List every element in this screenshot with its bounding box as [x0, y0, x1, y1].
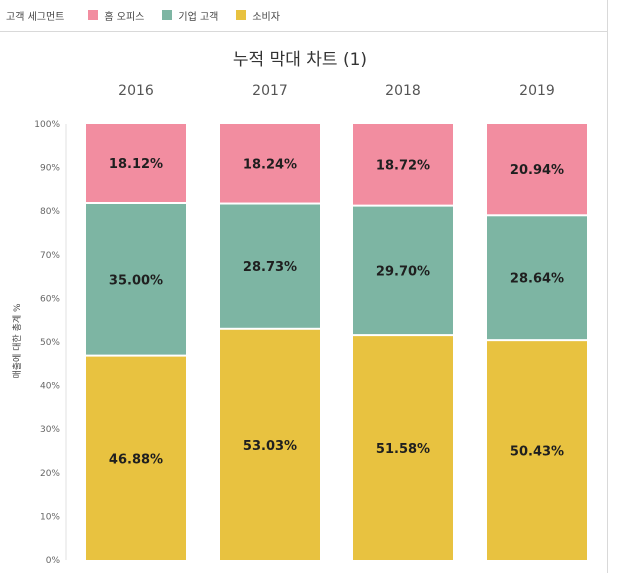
- legend-swatch-corporate: [162, 10, 173, 20]
- bar-segment-2019-consumer[interactable]: [487, 341, 587, 560]
- legend-label-home-office: 홈 오피스: [104, 11, 145, 23]
- value-label-2017-consumer: 53.03%: [243, 439, 297, 454]
- legend-title: 고객 세그먼트: [6, 11, 65, 23]
- y-axis-label: 매출에 대한 총계 %: [11, 303, 23, 379]
- y-tick-label: 40%: [40, 382, 60, 392]
- value-labels: 46.88% 35.00% 18.12% 53.03% 28.73% 18.24% 51.5…: [109, 157, 564, 467]
- legend-label-corporate: 기업 고객: [178, 11, 219, 23]
- chart-title: 누적 막대 차트 (1): [233, 50, 367, 70]
- category-label-2019: 2019: [519, 83, 555, 99]
- value-label-2019-consumer: 50.43%: [510, 445, 564, 460]
- category-label-2016: 2016: [118, 83, 154, 99]
- value-label-2017-home-office: 18.24%: [243, 157, 297, 172]
- legend-item-consumer[interactable]: 소비자: [236, 8, 280, 23]
- value-label-2018-home-office: 18.72%: [376, 158, 430, 173]
- value-label-2019-home-office: 20.94%: [510, 163, 564, 178]
- bar-segment-2016-home-office[interactable]: [86, 124, 186, 203]
- y-tick-label: 30%: [40, 425, 60, 435]
- legend-label-consumer: 소비자: [252, 11, 280, 23]
- bar-segment-2018-corporate[interactable]: [353, 206, 453, 335]
- y-tick-label: 90%: [40, 164, 60, 174]
- bar-segment-2018-consumer[interactable]: [353, 336, 453, 560]
- bar-segment-2019-corporate[interactable]: [487, 216, 587, 340]
- y-tick-label: 50%: [40, 338, 60, 348]
- bar-segment-2017-consumer[interactable]: [220, 329, 320, 560]
- bar-segment-2016-corporate[interactable]: [86, 204, 186, 355]
- value-label-2016-home-office: 18.12%: [109, 157, 163, 172]
- y-tick-label: 0%: [46, 556, 61, 566]
- bar-segment-2018-home-office[interactable]: [353, 124, 453, 205]
- legend-divider: [0, 31, 608, 32]
- y-tick-label: 70%: [40, 251, 60, 261]
- y-tick-label: 60%: [40, 294, 60, 304]
- bar-segment-2016-consumer[interactable]: [86, 356, 186, 560]
- value-label-2019-corporate: 28.64%: [510, 272, 564, 287]
- y-tick-label: 20%: [40, 469, 60, 479]
- value-label-2016-corporate: 35.00%: [109, 273, 163, 288]
- bar-segment-2017-home-office[interactable]: [220, 124, 320, 203]
- legend-swatch-home-office: [88, 10, 99, 20]
- category-label-2018: 2018: [385, 83, 421, 99]
- value-label-2018-corporate: 29.70%: [376, 264, 430, 279]
- value-label-2018-consumer: 51.58%: [376, 442, 430, 457]
- value-label-2017-corporate: 28.73%: [243, 260, 297, 275]
- legend-item-corporate[interactable]: 기업 고객: [162, 8, 218, 23]
- bar-segment-2019-home-office[interactable]: [487, 124, 587, 215]
- value-label-2016-consumer: 46.88%: [109, 452, 163, 467]
- category-label-2017: 2017: [252, 83, 288, 99]
- y-ticks: 0% 10% 20% 30% 40% 50% 60% 70% 80% 90% 100%: [34, 120, 60, 566]
- year-labels: 2016 2017 2018 2019: [118, 83, 555, 99]
- legend-item-home-office[interactable]: 홈 오피스: [88, 8, 144, 23]
- bars: [86, 124, 587, 560]
- y-tick-label: 80%: [40, 207, 60, 217]
- y-tick-label: 10%: [40, 512, 60, 522]
- legend: 고객 세그먼트 홈 오피스 기업 고객 소비자: [6, 6, 298, 24]
- legend-swatch-consumer: [236, 10, 247, 20]
- bar-segment-2017-corporate[interactable]: [220, 204, 320, 328]
- right-border: [607, 0, 608, 573]
- y-tick-label: 100%: [34, 120, 60, 130]
